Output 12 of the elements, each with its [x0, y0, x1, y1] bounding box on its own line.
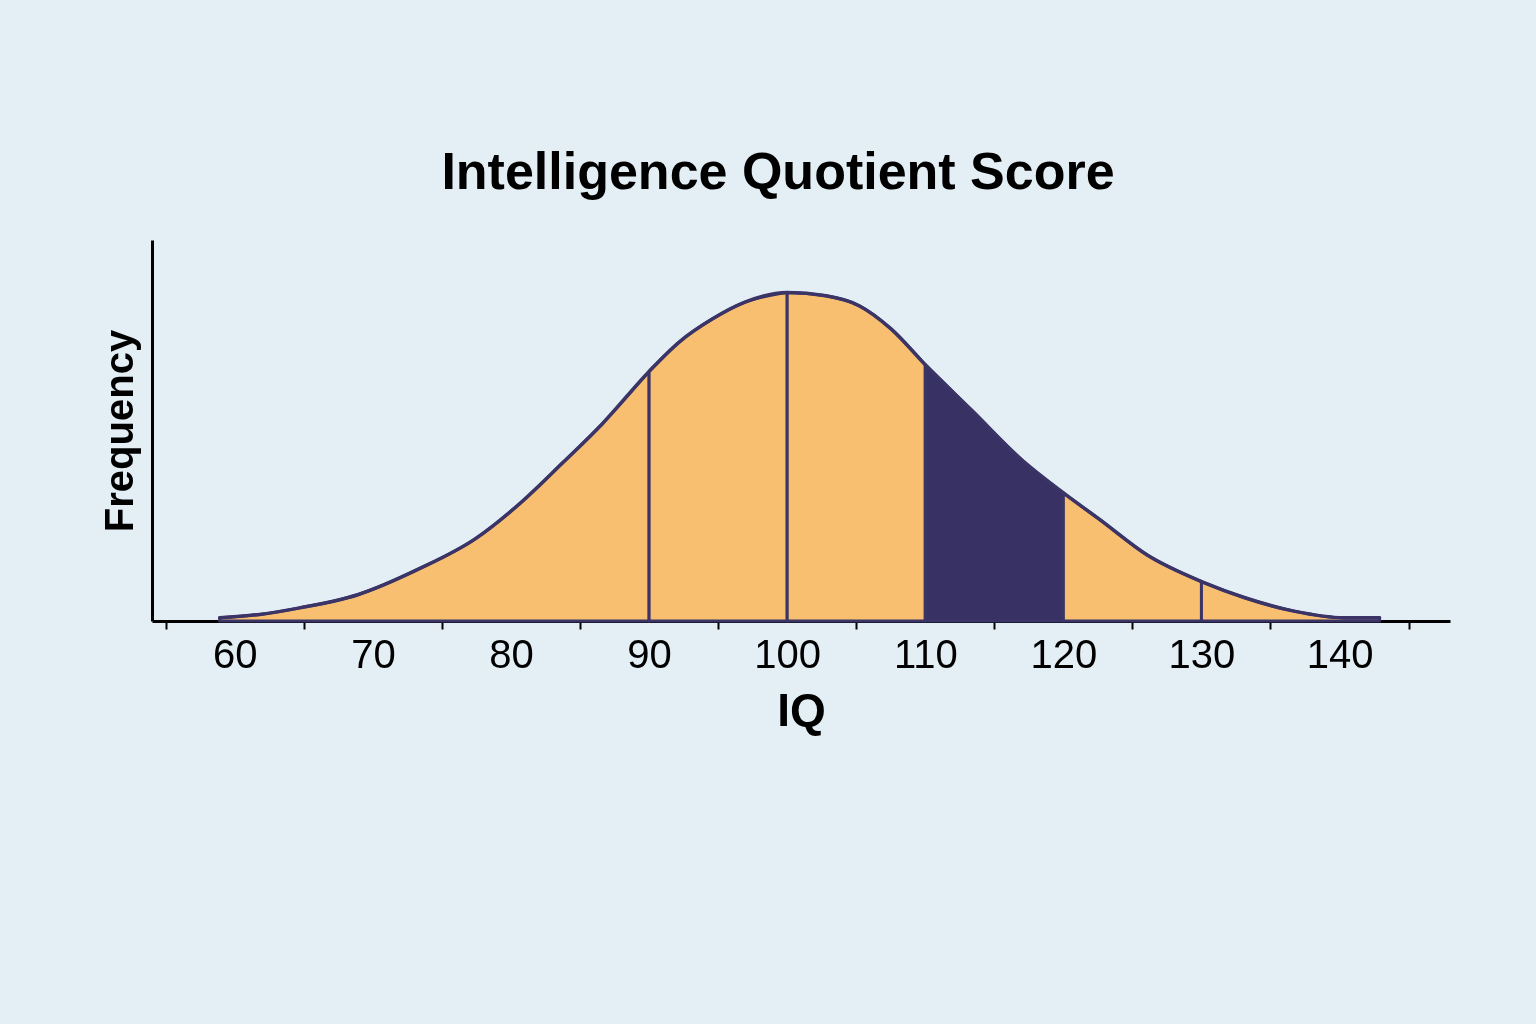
- x-tick-label: 80: [489, 631, 534, 676]
- y-axis-title: Frequency: [96, 329, 141, 533]
- x-tick-label: 70: [351, 631, 396, 676]
- x-tick-label: 100: [754, 631, 822, 676]
- x-tick-label: 120: [1030, 631, 1098, 676]
- x-tick-label: 60: [213, 631, 258, 676]
- chart-title: Intelligence Quotient Score: [441, 142, 1115, 200]
- x-axis-title: IQ: [777, 683, 826, 736]
- x-tick-label: 140: [1306, 631, 1374, 676]
- x-tick-label: 90: [627, 631, 672, 676]
- x-tick-label: 110: [893, 631, 958, 676]
- x-tick-label: 130: [1168, 631, 1236, 676]
